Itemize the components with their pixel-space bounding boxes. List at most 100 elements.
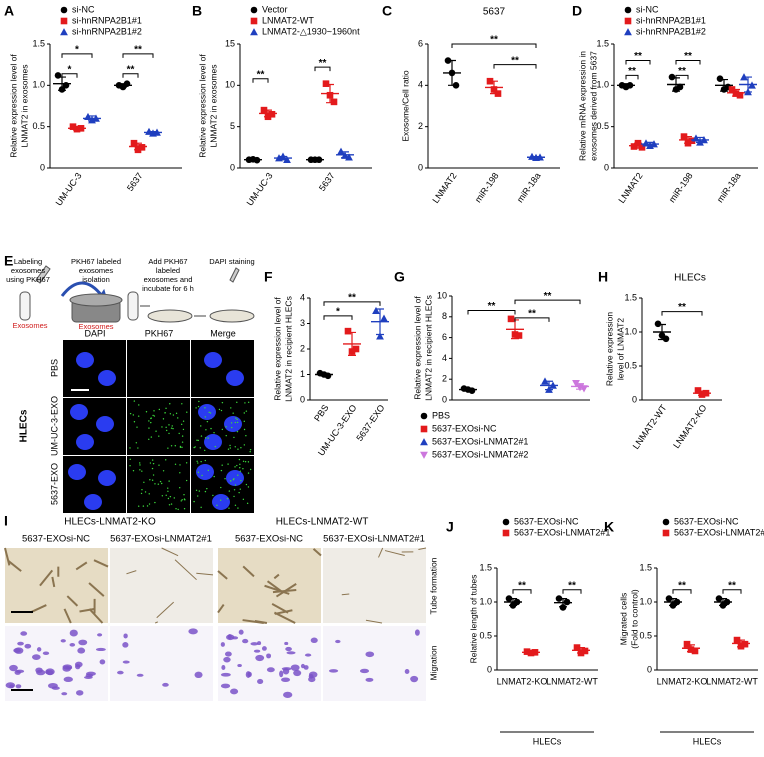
migrated-cell xyxy=(293,669,302,677)
y-tick-label: 0.5 xyxy=(479,630,492,640)
y-tick-label: 4 xyxy=(300,292,305,302)
vesicle xyxy=(182,420,185,422)
legend-marker xyxy=(250,17,258,25)
y-tick-label: 2 xyxy=(300,343,305,353)
data-point xyxy=(654,320,662,328)
nucleus xyxy=(204,434,222,450)
x-tick-label: LNMAT2-KO xyxy=(657,676,708,686)
y-axis-label: Relative expression xyxy=(604,312,614,386)
migrated-cell xyxy=(122,642,129,648)
vesicle xyxy=(181,446,183,449)
y-axis-label: LNMAT2 in exosomes xyxy=(208,65,218,148)
migrated-cell xyxy=(74,661,83,668)
column-label: 5637-EXOsi-NC xyxy=(235,534,303,545)
vesicle xyxy=(169,403,171,405)
y-tick-label: 1.0 xyxy=(32,80,45,90)
vesicle xyxy=(200,425,202,427)
migrated-cell xyxy=(99,659,106,665)
y-tick-label: 10 xyxy=(437,290,447,300)
significance-label: ** xyxy=(134,45,142,56)
tube xyxy=(312,548,322,557)
vesicle xyxy=(204,449,206,452)
data-point xyxy=(559,604,567,611)
vesicle xyxy=(196,460,198,462)
micrograph xyxy=(127,340,190,397)
vesicle xyxy=(148,427,150,429)
vesicle xyxy=(167,447,169,449)
data-point xyxy=(268,110,276,118)
legend-marker xyxy=(662,518,670,526)
error-bar xyxy=(149,131,157,134)
legend-marker xyxy=(624,28,632,36)
data-point xyxy=(322,80,330,87)
migrated-cell xyxy=(266,667,275,673)
nucleus xyxy=(196,464,214,480)
data-point xyxy=(507,315,515,323)
vesicle xyxy=(199,447,201,449)
vesicle xyxy=(174,463,177,466)
vesicle xyxy=(219,499,222,501)
legend-marker xyxy=(420,438,428,446)
y-axis-label: Relative mRNA expression in xyxy=(577,51,587,161)
y-tick-label: 0.5 xyxy=(639,630,652,640)
significance-bracket xyxy=(122,73,139,78)
vesicle xyxy=(228,490,231,492)
vesicle xyxy=(238,491,240,494)
nucleus xyxy=(96,416,114,432)
y-tick-label: 1.5 xyxy=(639,562,652,572)
vesicle xyxy=(152,474,155,476)
migrated-cell xyxy=(237,663,242,668)
vesicle xyxy=(168,424,170,426)
significance-bracket xyxy=(314,66,331,72)
vesicle xyxy=(193,500,195,503)
vesicle xyxy=(208,411,210,414)
vesicle xyxy=(161,495,164,497)
vesicle xyxy=(168,432,170,435)
vesicle xyxy=(249,448,252,451)
migrated-cell xyxy=(117,670,124,675)
vesicle xyxy=(170,427,173,429)
migrated-cell xyxy=(238,629,244,635)
data-point xyxy=(662,335,670,343)
panel-letter: E xyxy=(4,253,13,269)
migrated-cell xyxy=(15,669,25,673)
migrated-cell xyxy=(78,639,88,646)
migrated-cell xyxy=(335,639,341,644)
significance-bracket xyxy=(675,60,701,65)
vesicle xyxy=(148,503,151,505)
vesicle xyxy=(239,488,241,490)
vesicle xyxy=(243,428,246,431)
vesicle xyxy=(204,416,207,418)
data-point xyxy=(54,72,62,79)
error-bar xyxy=(634,142,642,149)
vesicle xyxy=(177,508,179,511)
legend-marker xyxy=(420,451,428,459)
legend-label: 5637-EXOsi-LNMAT2#1 xyxy=(514,527,610,537)
data-point xyxy=(668,73,676,81)
significance-bracket xyxy=(122,53,154,58)
vesicle xyxy=(141,489,143,491)
vesicle xyxy=(167,497,170,500)
vesicle xyxy=(198,400,200,403)
data-point xyxy=(345,153,353,161)
vesicle xyxy=(167,490,169,492)
legend-label: Vector xyxy=(262,4,288,14)
vesicle xyxy=(180,423,183,426)
migrated-cell xyxy=(281,677,291,682)
error-bar xyxy=(576,383,584,390)
migrated-cell xyxy=(220,642,225,647)
vesicle xyxy=(200,435,203,437)
vesicle xyxy=(221,401,224,404)
tube xyxy=(88,608,104,624)
data-point xyxy=(352,345,360,353)
significance-label: ** xyxy=(628,66,636,77)
vesicle xyxy=(137,415,140,417)
vesicle xyxy=(216,504,218,507)
y-axis-label: LNMAT2 in recipient HLECs xyxy=(283,296,293,402)
tube xyxy=(126,570,137,575)
vesicle xyxy=(142,505,145,507)
vesicle xyxy=(179,487,181,489)
chart-title: 5637 xyxy=(483,7,506,18)
tube xyxy=(174,559,197,581)
